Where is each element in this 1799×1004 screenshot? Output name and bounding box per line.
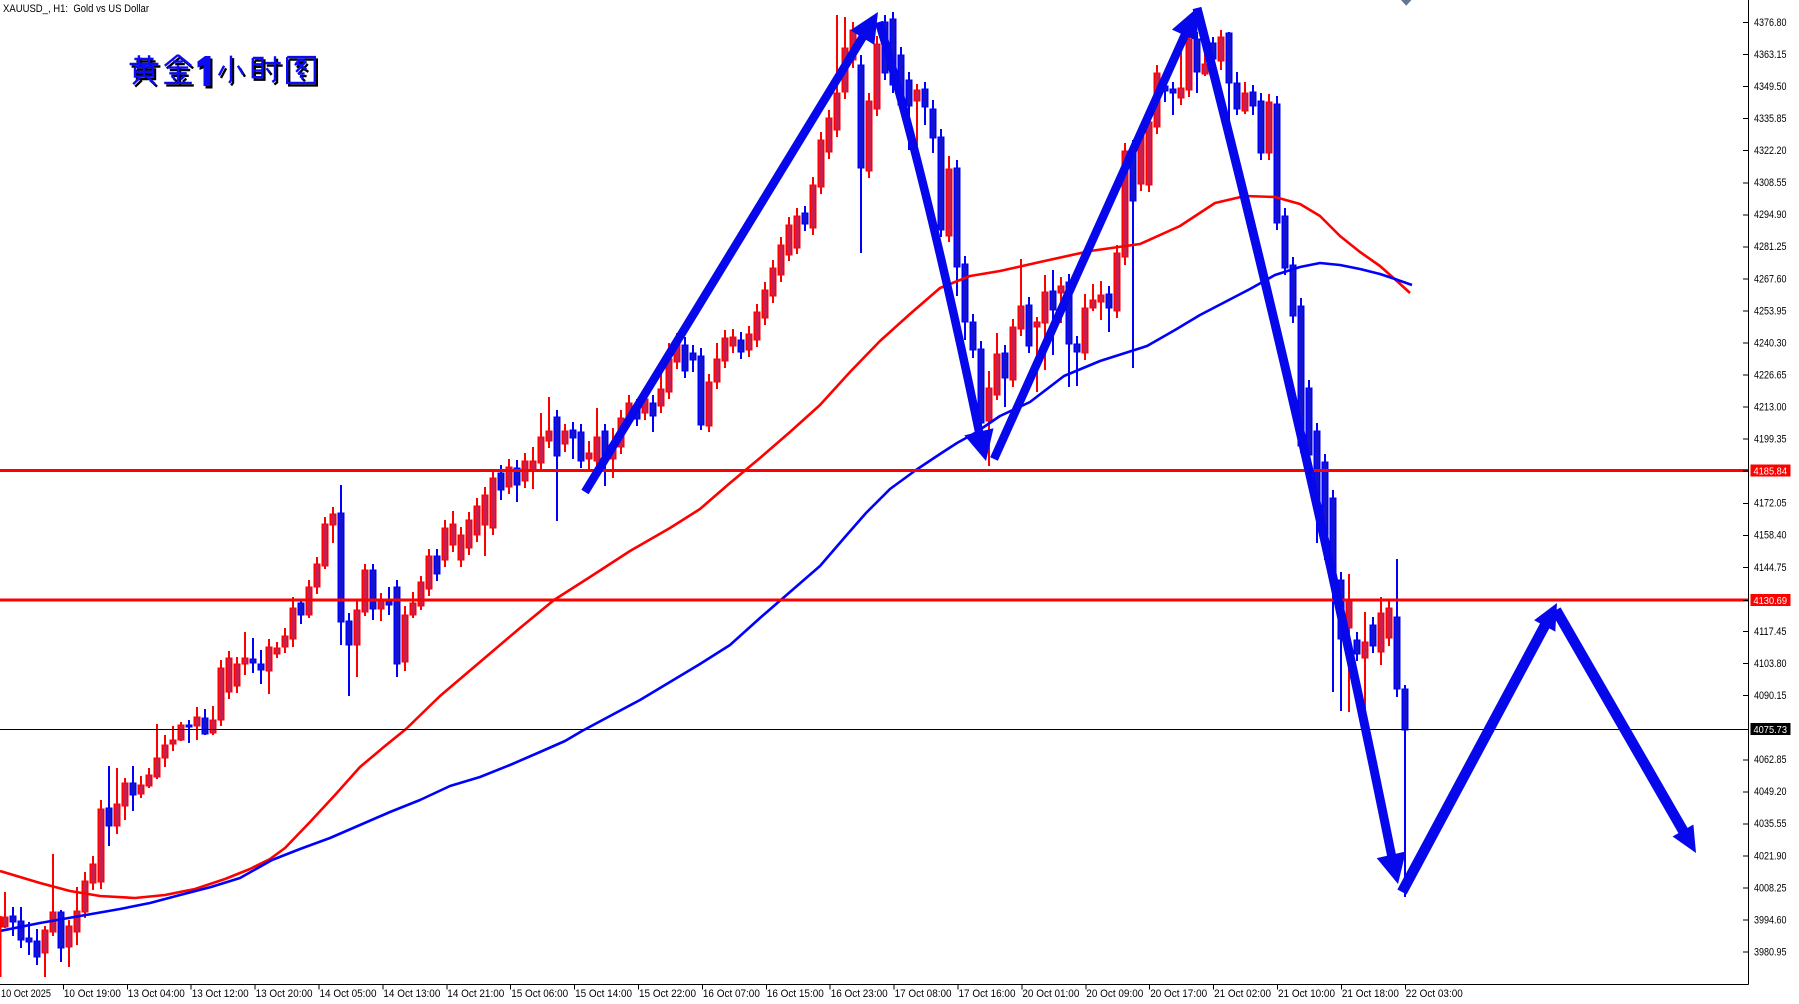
svg-text:4253.95: 4253.95 xyxy=(1754,305,1787,317)
svg-text:13 Oct 12:00: 13 Oct 12:00 xyxy=(192,988,249,1000)
svg-text:4008.25: 4008.25 xyxy=(1754,882,1787,894)
svg-text:4172.05: 4172.05 xyxy=(1754,498,1787,510)
svg-text:21 Oct 10:00: 21 Oct 10:00 xyxy=(1278,988,1335,1000)
svg-text:4308.55: 4308.55 xyxy=(1754,177,1787,189)
svg-text:4213.00: 4213.00 xyxy=(1754,402,1787,414)
svg-text:4021.90: 4021.90 xyxy=(1754,850,1787,862)
svg-text:4117.45: 4117.45 xyxy=(1754,626,1787,638)
svg-text:4199.35: 4199.35 xyxy=(1754,434,1787,446)
svg-text:4185.84: 4185.84 xyxy=(1754,466,1788,478)
svg-text:4130.69: 4130.69 xyxy=(1754,595,1788,607)
svg-text:14 Oct 05:00: 14 Oct 05:00 xyxy=(320,988,377,1000)
svg-text:4376.80: 4376.80 xyxy=(1754,17,1787,29)
svg-text:15 Oct 06:00: 15 Oct 06:00 xyxy=(511,988,568,1000)
svg-text:4049.20: 4049.20 xyxy=(1754,786,1787,798)
svg-text:20 Oct 17:00: 20 Oct 17:00 xyxy=(1150,988,1207,1000)
svg-text:15 Oct 14:00: 15 Oct 14:00 xyxy=(575,988,632,1000)
svg-text:16 Oct 07:00: 16 Oct 07:00 xyxy=(703,988,760,1000)
svg-text:XAUUSD_, H1: Gold vs US Dolla: XAUUSD_, H1: Gold vs US Dollar xyxy=(3,3,149,15)
svg-text:4090.15: 4090.15 xyxy=(1754,690,1787,702)
svg-text:4144.75: 4144.75 xyxy=(1754,562,1787,574)
svg-text:3980.95: 3980.95 xyxy=(1754,947,1787,959)
svg-text:17 Oct 16:00: 17 Oct 16:00 xyxy=(959,988,1016,1000)
svg-text:14 Oct 13:00: 14 Oct 13:00 xyxy=(383,988,440,1000)
svg-text:16 Oct 23:00: 16 Oct 23:00 xyxy=(831,988,888,1000)
svg-text:16 Oct 15:00: 16 Oct 15:00 xyxy=(767,988,824,1000)
svg-text:4035.55: 4035.55 xyxy=(1754,818,1787,830)
svg-text:10 Oct 2025: 10 Oct 2025 xyxy=(1,988,51,1000)
svg-text:4335.85: 4335.85 xyxy=(1754,113,1787,125)
svg-text:21 Oct 18:00: 21 Oct 18:00 xyxy=(1342,988,1399,1000)
svg-text:4226.65: 4226.65 xyxy=(1754,369,1787,381)
svg-text:13 Oct 20:00: 13 Oct 20:00 xyxy=(256,988,313,1000)
svg-text:10 Oct 19:00: 10 Oct 19:00 xyxy=(64,988,121,1000)
svg-text:21 Oct 02:00: 21 Oct 02:00 xyxy=(1214,988,1271,1000)
svg-text:4322.20: 4322.20 xyxy=(1754,145,1787,157)
svg-text:20 Oct 09:00: 20 Oct 09:00 xyxy=(1086,988,1143,1000)
svg-text:4062.85: 4062.85 xyxy=(1754,754,1787,766)
svg-text:4103.80: 4103.80 xyxy=(1754,658,1787,670)
svg-text:14 Oct 21:00: 14 Oct 21:00 xyxy=(447,988,504,1000)
svg-text:4240.30: 4240.30 xyxy=(1754,337,1787,349)
svg-text:4349.50: 4349.50 xyxy=(1754,81,1787,93)
svg-text:4075.73: 4075.73 xyxy=(1754,724,1788,736)
svg-text:4363.15: 4363.15 xyxy=(1754,49,1787,61)
svg-text:4267.60: 4267.60 xyxy=(1754,273,1787,285)
svg-text:15 Oct 22:00: 15 Oct 22:00 xyxy=(639,988,696,1000)
svg-text:4158.40: 4158.40 xyxy=(1754,530,1787,542)
svg-text:4281.25: 4281.25 xyxy=(1754,241,1787,253)
svg-text:4294.90: 4294.90 xyxy=(1754,209,1787,221)
svg-text:13 Oct 04:00: 13 Oct 04:00 xyxy=(128,988,185,1000)
svg-text:22 Oct 03:00: 22 Oct 03:00 xyxy=(1406,988,1463,1000)
svg-text:20 Oct 01:00: 20 Oct 01:00 xyxy=(1022,988,1079,1000)
svg-text:3994.60: 3994.60 xyxy=(1754,914,1787,926)
svg-text:17 Oct 08:00: 17 Oct 08:00 xyxy=(895,988,952,1000)
